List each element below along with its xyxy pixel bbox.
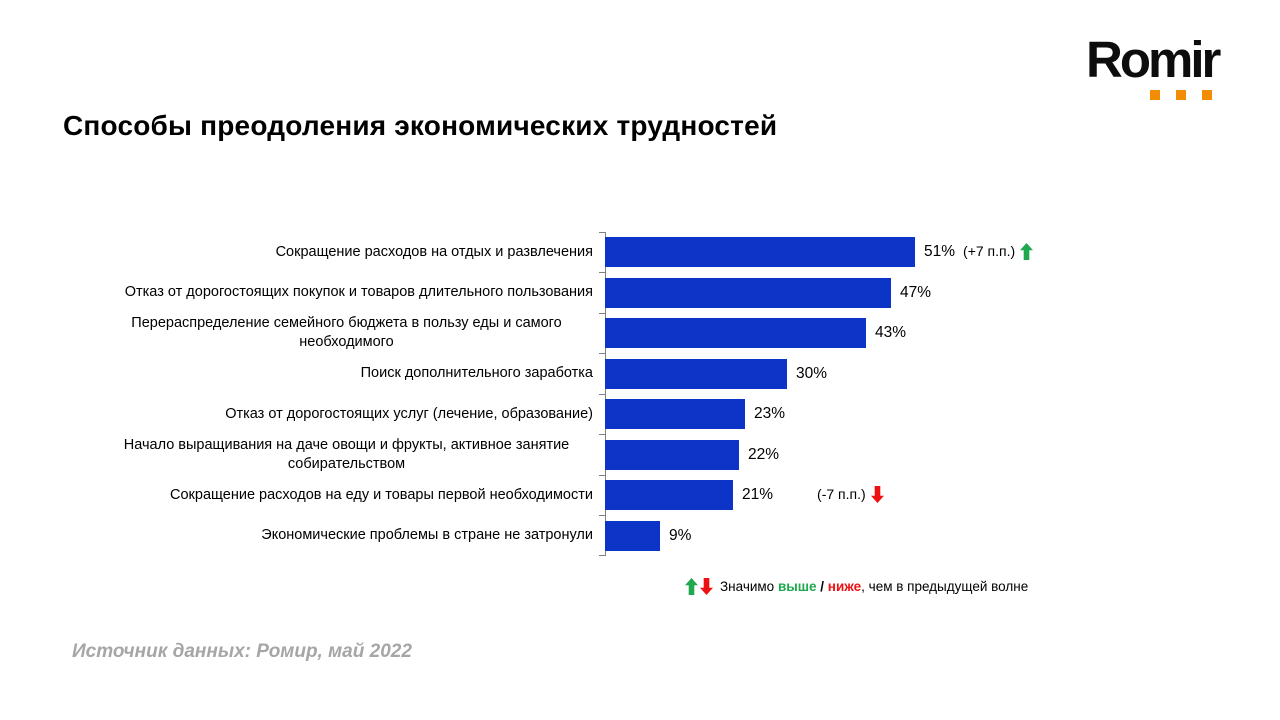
- category-label: Начало выращивания на даче овощи и фрукт…: [123, 436, 570, 472]
- category-label: Поиск дополнительного заработка: [360, 365, 593, 382]
- romir-logo: Romir: [1086, 34, 1256, 104]
- chart-row: Перераспределение семейного бюджета в по…: [100, 313, 1180, 354]
- axis-tick: [599, 555, 606, 556]
- axis-tick: [599, 353, 606, 354]
- axis-tick: [599, 272, 606, 273]
- bar: [605, 480, 733, 511]
- category-label: Экономические проблемы в стране не затро…: [261, 527, 593, 544]
- down-arrow-icon: [870, 485, 884, 503]
- value-label: 23%: [754, 405, 786, 423]
- bar: [605, 277, 891, 308]
- chart-row: Отказ от дорогостоящих покупок и товаров…: [100, 273, 1180, 314]
- chart-row: Сокращение расходов на отдых и развлечен…: [100, 232, 1180, 273]
- chart-row: Отказ от дорогостоящих услуг (лечение, о…: [100, 394, 1180, 435]
- value-label: 47%: [900, 283, 932, 301]
- change-label: (-7 п.п.): [817, 486, 866, 503]
- value-label: 21%: [742, 486, 774, 504]
- category-label: Сокращение расходов на отдых и развлечен…: [275, 243, 593, 260]
- change-label: (+7 п.п.): [963, 243, 1016, 260]
- axis-tick: [599, 232, 606, 233]
- up-arrow-icon: [1020, 242, 1034, 260]
- category-label: Перераспределение семейного бюджета в по…: [131, 315, 562, 351]
- legend-higher: выше: [777, 579, 817, 594]
- category-label: Отказ от дорогостоящих покупок и товаров…: [124, 284, 593, 301]
- category-label: Отказ от дорогостоящих услуг (лечение, о…: [225, 405, 593, 422]
- chart-row: Экономические проблемы в стране не затро…: [100, 516, 1180, 557]
- chart-row: Начало выращивания на даче овощи и фрукт…: [100, 435, 1180, 476]
- romir-logo-text: Romir: [1086, 31, 1221, 88]
- legend-suffix: , чем в предыдущей волне: [861, 579, 1029, 594]
- axis-tick: [599, 394, 606, 395]
- axis-tick: [599, 475, 606, 476]
- significance-legend: Значимо выше / ниже, чем в предыдущей во…: [685, 578, 1028, 595]
- axis-tick: [599, 515, 606, 516]
- axis-tick: [599, 313, 606, 314]
- category-label: Сокращение расходов на еду и товары перв…: [170, 486, 593, 503]
- value-label: 22%: [748, 445, 780, 463]
- chart-row: Поиск дополнительного заработка 30%: [100, 354, 1180, 395]
- bar: [605, 520, 660, 551]
- legend-lower: ниже: [827, 579, 862, 594]
- value-label: 51%: [924, 243, 956, 261]
- page-title: Способы преодоления экономических трудно…: [63, 110, 778, 141]
- bar: [605, 399, 745, 430]
- chart-row: Сокращение расходов на еду и товары перв…: [100, 475, 1180, 516]
- bar: [605, 358, 787, 389]
- down-arrow-icon: [700, 578, 713, 595]
- value-label: 30%: [796, 364, 828, 382]
- value-label: 43%: [875, 324, 907, 342]
- bar: [605, 439, 739, 470]
- axis-tick: [599, 434, 606, 435]
- legend-separator: /: [816, 579, 828, 594]
- up-arrow-icon: [685, 578, 698, 595]
- bar-chart: Сокращение расходов на отдых и развлечен…: [100, 232, 1180, 556]
- bar: [605, 318, 866, 349]
- legend-text: Значимо выше / ниже, чем в предыдущей во…: [720, 579, 1028, 594]
- legend-prefix: Значимо: [720, 579, 778, 594]
- value-label: 9%: [669, 526, 692, 544]
- bar: [605, 237, 915, 268]
- data-source-note: Источник данных: Ромир, май 2022: [72, 641, 412, 662]
- romir-logo-squares-icon: [1150, 90, 1212, 100]
